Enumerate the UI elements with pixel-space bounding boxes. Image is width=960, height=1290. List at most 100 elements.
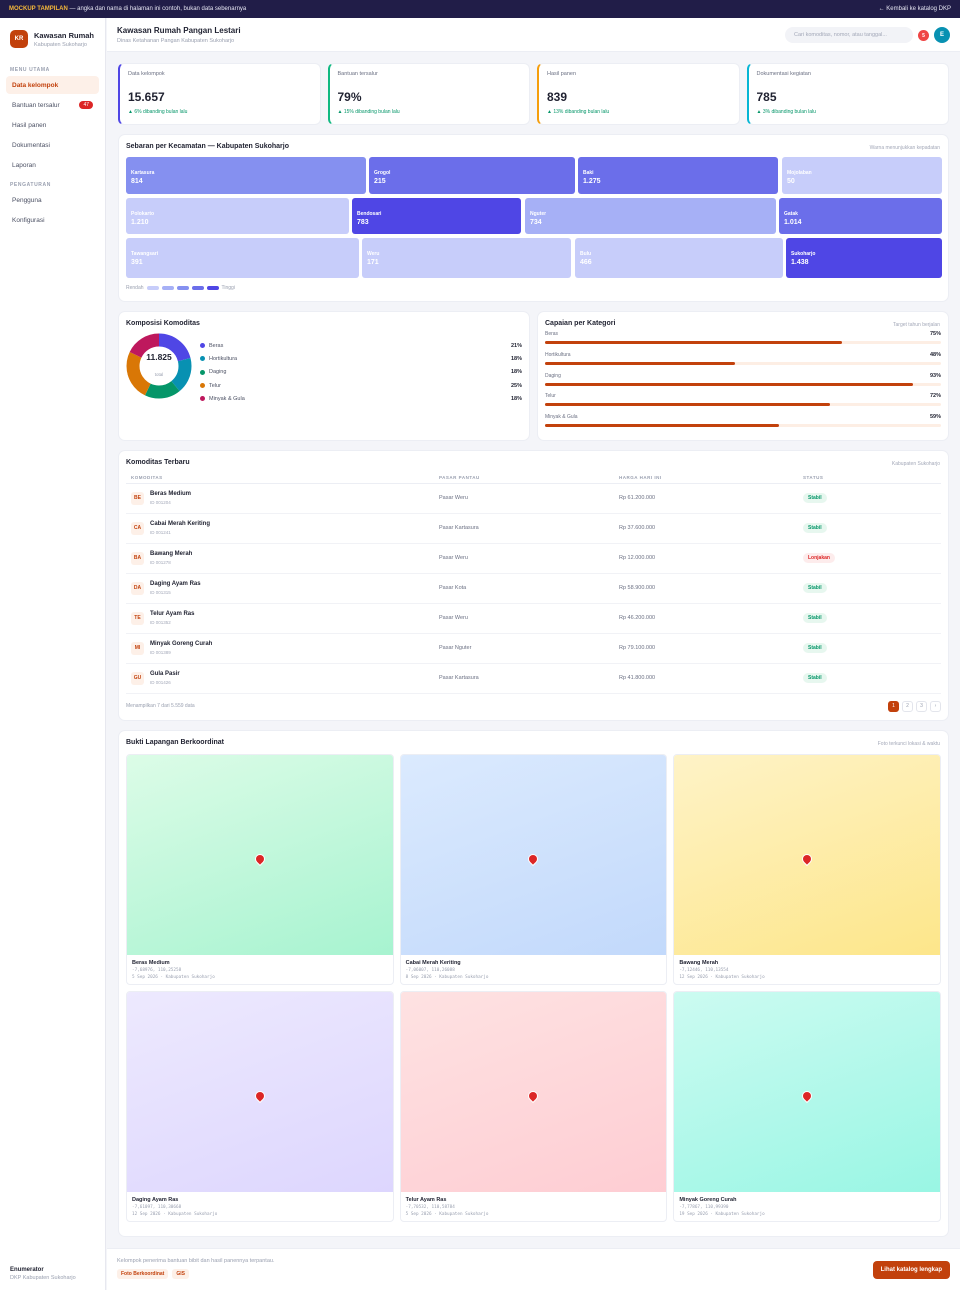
photo-thumbnail[interactable] <box>674 755 940 955</box>
page-button[interactable]: 1 <box>888 700 899 712</box>
avatar[interactable]: E <box>934 27 950 43</box>
photo-thumbnail[interactable] <box>400 755 667 955</box>
kpi-delta: ▲ 13% dibanding bulan lalu <box>547 109 610 115</box>
commodity-id: ID 001426 <box>150 680 171 685</box>
photo-caption: Bawang Merah -7,12446, 110,13554 12 Sep 20… <box>674 955 940 984</box>
user-org: DKP Kabupaten Sukoharjo <box>10 1275 76 1281</box>
achievement-row-header: Daging 93% <box>545 373 941 379</box>
commodity-name: Cabai Merah Keriting <box>150 521 211 527</box>
photo-thumbnail[interactable] <box>674 992 940 1192</box>
photo-card[interactable]: Telur Ayam Ras -7,70532, 110,58784 5 Sep 2… <box>399 991 668 1222</box>
commodity-name-block: Daging Ayam Ras ID 001315 <box>150 581 201 595</box>
commodity-name: Minyak Goreng Curah <box>150 641 213 647</box>
commodity-cell: TE Telur Ayam Ras ID 001352 <box>126 603 434 634</box>
table-row[interactable]: DA Daging Ayam Ras ID 001315 Pasar Kota Rp 5… <box>126 573 941 604</box>
search-input[interactable]: Cari komoditas, nomor, atau tanggal... <box>785 27 913 43</box>
commodity-rows: BE Beras Medium ID 001204 Pasar Weru Rp 61.2… <box>126 483 941 694</box>
page-button[interactable]: 3 <box>916 700 927 712</box>
table-row[interactable]: MI Minyak Goreng Curah ID 001389 Pasar Ngut… <box>126 633 941 664</box>
commodity-id: ID 001315 <box>150 590 171 595</box>
sidebar-item-pengguna[interactable]: Pengguna <box>6 191 99 209</box>
sidebar-item-laporan[interactable]: Laporan <box>6 156 99 174</box>
sidebar-item-label: Pengguna <box>12 196 42 204</box>
legend-item: Beras 21% <box>200 339 522 352</box>
photo-thumbnail[interactable] <box>127 755 393 955</box>
photo-title: Cabai Merah Keriting <box>405 960 461 966</box>
field-evidence-card: Bukti Lapangan Berkoordinat Foto terkunc… <box>118 730 949 1237</box>
status-badge: Stabil <box>803 673 827 683</box>
photo-caption: Daging Ayam Ras -7,61097, 110,30668 12 Sep… <box>127 1192 393 1221</box>
district-tile[interactable]: Grogol 215 <box>369 157 575 194</box>
banner-notice: MOCKUP TAMPILAN — angka dan nama di hala… <box>9 6 246 12</box>
photo-meta: 5 Sep 2026 · Kabupaten Sukoharjo <box>132 975 215 980</box>
price-cell: Rp 41.800.000 <box>614 663 798 694</box>
achievement-row: Daging 93% <box>545 373 941 394</box>
page-button[interactable]: 2 <box>902 700 913 712</box>
status-cell: Stabil <box>798 633 941 664</box>
notification-badge[interactable]: 5 <box>918 30 929 41</box>
photo-thumbnail[interactable] <box>400 992 667 1192</box>
district-tile[interactable]: Kartasura 814 <box>126 157 366 194</box>
photo-coordinates: -7,70532, 110,58784 <box>405 1205 455 1210</box>
sidebar-item-dokumentasi[interactable]: Dokumentasi <box>6 136 99 154</box>
sidebar-item-konfigurasi[interactable]: Konfigurasi <box>6 211 99 229</box>
district-tile[interactable]: Weru 171 <box>362 238 571 278</box>
district-tile[interactable]: Gatak 1.014 <box>779 198 942 234</box>
achievement-row: Beras 75% <box>545 331 941 352</box>
status-cell: Stabil <box>798 663 941 694</box>
price-cell: Rp 79.100.000 <box>614 633 798 664</box>
photo-caption: Telur Ayam Ras -7,70532, 110,58784 5 Sep 2… <box>401 1192 667 1221</box>
photo-card[interactable]: Bawang Merah -7,12446, 110,13554 12 Sep 20… <box>673 754 941 985</box>
commodity-icon: GU <box>131 671 144 685</box>
district-tile[interactable]: Tawangsari 391 <box>126 238 359 278</box>
sidebar-item-hasil-panen[interactable]: Hasil panen <box>6 116 99 134</box>
count-badge: 47 <box>79 101 93 109</box>
kpi-label: Data kelompok <box>128 71 165 77</box>
photo-thumbnail[interactable] <box>127 992 393 1192</box>
table-row[interactable]: BA Bawang Merah ID 001278 Pasar Weru Rp 12.0… <box>126 543 941 574</box>
district-tile[interactable]: Polokarto 1.210 <box>126 198 349 234</box>
district-value: 1.275 <box>583 178 601 185</box>
banner-text: — angka dan nama di halaman ini contoh, … <box>67 6 247 12</box>
district-value: 783 <box>357 219 369 226</box>
table-row[interactable]: GU Gula Pasir ID 001426 Pasar Kartasura Rp 4… <box>126 663 941 694</box>
district-name: Bendosari <box>357 211 382 217</box>
district-value: 1.210 <box>131 219 149 226</box>
next-page-button[interactable]: › <box>930 700 941 712</box>
district-tile[interactable]: Bendosari 783 <box>352 198 521 234</box>
photo-card[interactable]: Minyak Goreng Curah -7,77867, 110,99390 19… <box>673 991 941 1222</box>
district-tile[interactable]: Baki 1.275 <box>578 157 778 194</box>
photo-card[interactable]: Beras Medium -7,68976, 110,25258 5 Sep 202… <box>126 754 394 985</box>
status-badge: Stabil <box>803 523 827 533</box>
table-row[interactable]: BE Beras Medium ID 001204 Pasar Weru Rp 61.2… <box>126 483 941 514</box>
sidebar-item-bantuan-tersalur[interactable]: Bantuan tersalur 47 <box>6 96 99 114</box>
district-tile[interactable]: Bulu 466 <box>575 238 783 278</box>
back-to-catalog-link[interactable]: ← Kembali ke katalog DKP <box>878 6 951 12</box>
district-name: Weru <box>367 251 380 257</box>
market-cell: Pasar Weru <box>434 543 614 574</box>
photo-card[interactable]: Cabai Merah Keriting -7,06007, 110,26088 8… <box>399 754 668 985</box>
market-cell: Pasar Kartasura <box>434 663 614 694</box>
progress-track <box>545 361 941 365</box>
view-catalog-button[interactable]: Lihat katalog lengkap <box>872 1261 950 1279</box>
table-row[interactable]: CA Cabai Merah Keriting ID 001241 Pasar Kar… <box>126 513 941 544</box>
district-tile[interactable]: Sukoharjo 1.438 <box>786 238 942 278</box>
brand[interactable]: KR Kawasan Rumah Kabupaten Sukoharjo <box>0 18 105 48</box>
status-cell: Stabil <box>798 603 941 634</box>
achievement-row: Telur 72% <box>545 393 941 414</box>
column-header: STATUS <box>798 472 941 484</box>
legend-swatch <box>191 286 204 290</box>
district-tile[interactable]: Nguter 734 <box>525 198 776 234</box>
photo-card[interactable]: Daging Ayam Ras -7,61097, 110,30668 12 Sep… <box>126 991 394 1222</box>
price-cell: Rp 46.200.000 <box>614 603 798 634</box>
commodity-table-card: Komoditas Terbaru Kabupaten Sukoharjo KO… <box>118 450 949 721</box>
sidebar-item-data-kelompok[interactable]: Data kelompok <box>6 76 99 94</box>
legend-dot <box>200 356 205 362</box>
district-name: Gatak <box>784 211 798 217</box>
kpi-label: Dokumentasi kegiatan <box>756 71 811 77</box>
table-row[interactable]: TE Telur Ayam Ras ID 001352 Pasar Weru Rp 46… <box>126 603 941 634</box>
district-tile[interactable]: Mojolaban 50 <box>782 157 942 194</box>
legend-item: Minyak & Gula 18% <box>200 392 522 405</box>
photo-coordinates: -7,61097, 110,30668 <box>132 1205 182 1210</box>
page-title: Kawasan Rumah Pangan Lestari <box>117 26 241 35</box>
